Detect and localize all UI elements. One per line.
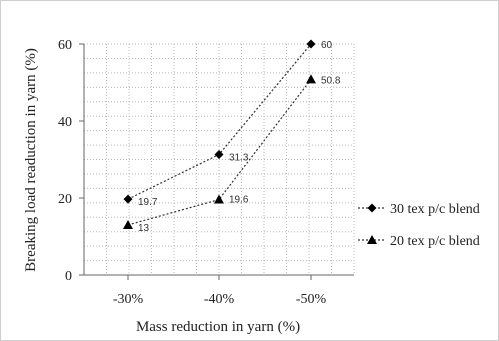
data-label: 60 bbox=[321, 40, 333, 51]
grid bbox=[84, 43, 355, 276]
data-label: 13 bbox=[138, 223, 150, 234]
axes bbox=[79, 43, 354, 280]
y-tick-label: 20 bbox=[58, 192, 72, 207]
triangle-marker bbox=[123, 219, 133, 229]
series-group bbox=[123, 39, 316, 229]
x-tick-label: -40% bbox=[204, 292, 235, 307]
triangle-marker bbox=[367, 235, 377, 244]
data-labels: 19.7 31.3 60 13 19.6 50.8 bbox=[138, 40, 341, 234]
x-tick-label: -50% bbox=[296, 292, 327, 307]
y-tick-label: 0 bbox=[65, 269, 72, 284]
diamond-marker bbox=[123, 194, 133, 204]
legend-label: 30 tex p/c blend bbox=[390, 202, 480, 217]
data-label: 19.7 bbox=[138, 197, 158, 208]
triangle-marker bbox=[214, 194, 224, 204]
data-label: 19.6 bbox=[229, 195, 249, 206]
y-tick-label: 40 bbox=[58, 115, 72, 130]
legend-label: 20 tex p/c blend bbox=[390, 234, 480, 249]
x-tick-labels: -30% -40% -50% bbox=[113, 292, 327, 307]
diamond-marker bbox=[367, 203, 377, 213]
x-axis-title: Mass reduction in yarn (%) bbox=[136, 319, 300, 335]
x-tick-label: -30% bbox=[113, 292, 144, 307]
data-label: 31.3 bbox=[229, 152, 249, 163]
y-tick-label: 60 bbox=[58, 38, 72, 53]
y-tick-labels: 0 20 40 60 bbox=[58, 38, 72, 284]
legend: 30 tex p/c blend 20 tex p/c blend bbox=[358, 202, 480, 249]
diamond-marker bbox=[214, 149, 224, 159]
data-label: 50.8 bbox=[321, 75, 341, 86]
triangle-marker bbox=[306, 74, 316, 84]
y-axis-title: Breaking load readuction in yarn (%) bbox=[23, 48, 39, 272]
diamond-marker bbox=[306, 39, 316, 49]
